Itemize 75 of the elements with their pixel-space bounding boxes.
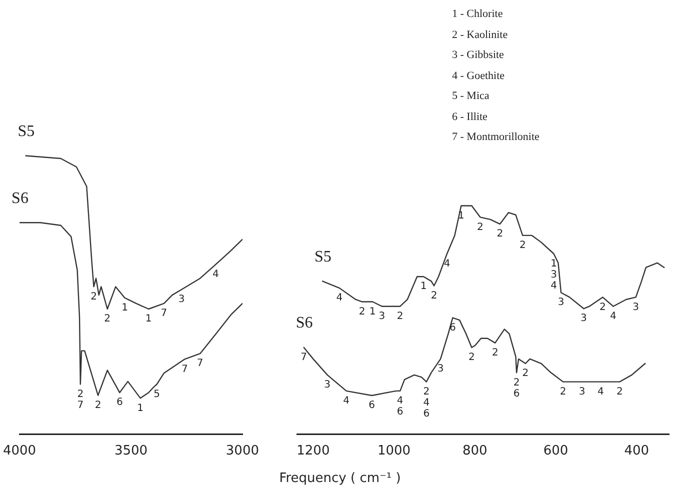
x-tick-label: 600 xyxy=(543,444,568,459)
annotation: 1 xyxy=(369,306,376,318)
text: 7 - Montmorillonite xyxy=(452,130,540,145)
annotation: 7 xyxy=(300,352,308,364)
annotation: 3 xyxy=(558,297,564,308)
annotation: 2 xyxy=(104,314,111,325)
annotation: 3 xyxy=(324,380,331,391)
annotation: 6 xyxy=(368,400,375,412)
annotation: 5 xyxy=(154,388,160,400)
annotation: 2 xyxy=(519,240,526,252)
series-label: S5 xyxy=(18,122,35,140)
annotation: 2 xyxy=(90,291,97,302)
annotation: 4 xyxy=(610,310,616,322)
annotation: 4 xyxy=(423,397,430,408)
annotation: 4 xyxy=(343,396,350,407)
x-tick-label: 3000 xyxy=(226,444,260,459)
annotation: 2 xyxy=(77,388,84,400)
x-tick-label: 800 xyxy=(462,444,488,459)
annotation: 1 xyxy=(458,210,464,222)
annotation: 2 xyxy=(560,386,566,398)
annotation: 2 xyxy=(423,386,430,398)
annotation: 1 xyxy=(145,314,152,325)
annotation: 2 xyxy=(396,310,404,322)
annotation: 1 xyxy=(122,302,128,314)
annotation: 1 xyxy=(420,281,427,292)
text: 1 - Chlorite xyxy=(452,7,504,22)
annotation: 1 xyxy=(550,258,557,270)
annotation: 2 xyxy=(513,377,520,388)
text: 2 - Kaolinite xyxy=(452,28,509,42)
annotation: 7 xyxy=(182,364,188,375)
annotation: 7 xyxy=(77,400,84,411)
annotation: 2 xyxy=(616,386,623,398)
annotation: 2 xyxy=(476,222,484,233)
annotation: 2 xyxy=(492,348,498,359)
annotation: 3 xyxy=(378,310,386,322)
annotation: 3 xyxy=(178,294,185,306)
annotation: 4 xyxy=(550,280,557,292)
annotation: 6 xyxy=(396,406,404,418)
annotation: 3 xyxy=(580,313,587,324)
annotation: 4 xyxy=(444,258,450,270)
annotation: 3 xyxy=(437,364,444,375)
series-label: S5 xyxy=(314,248,332,266)
x-axis-title: Frequency ( cm⁻¹ ) xyxy=(278,471,402,486)
annotation: 3 xyxy=(632,302,640,313)
annotation: 4 xyxy=(396,396,404,407)
annotation: 2 xyxy=(430,290,438,302)
annotation: 4 xyxy=(336,292,343,304)
annotation: 2 xyxy=(468,352,475,364)
annotation: 2 xyxy=(358,306,366,318)
x-tick-label: 1200 xyxy=(296,444,330,459)
text: 3 - Gibbsite xyxy=(452,48,505,63)
annotation: 6 xyxy=(513,388,520,400)
annotation: 3 xyxy=(578,386,586,398)
text: 6 - Illite xyxy=(452,110,488,124)
annotation: 6 xyxy=(116,397,123,408)
annotation: 7 xyxy=(196,358,204,370)
annotation: 7 xyxy=(160,308,168,320)
annotation: 4 xyxy=(212,269,219,280)
annotation: 2 xyxy=(94,400,102,411)
annotation: 3 xyxy=(550,269,557,280)
annotation: 6 xyxy=(423,408,430,420)
x-tick-label: 400 xyxy=(624,444,650,459)
annotation: 2 xyxy=(522,368,529,380)
annotation: 6 xyxy=(449,322,456,334)
x-tick-label: 3500 xyxy=(114,444,148,459)
x-tick-label: 1000 xyxy=(377,444,411,459)
annotation: 2 xyxy=(496,228,504,240)
series-label: S6 xyxy=(296,314,313,332)
series-label: S6 xyxy=(12,190,28,207)
text: 4 - Goethite xyxy=(452,68,506,84)
x-tick-label: 4000 xyxy=(2,444,36,459)
annotation: 1 xyxy=(137,402,144,414)
annotation: 4 xyxy=(597,386,604,398)
text: 5 - Mica xyxy=(452,89,490,104)
annotation: 2 xyxy=(600,302,606,313)
